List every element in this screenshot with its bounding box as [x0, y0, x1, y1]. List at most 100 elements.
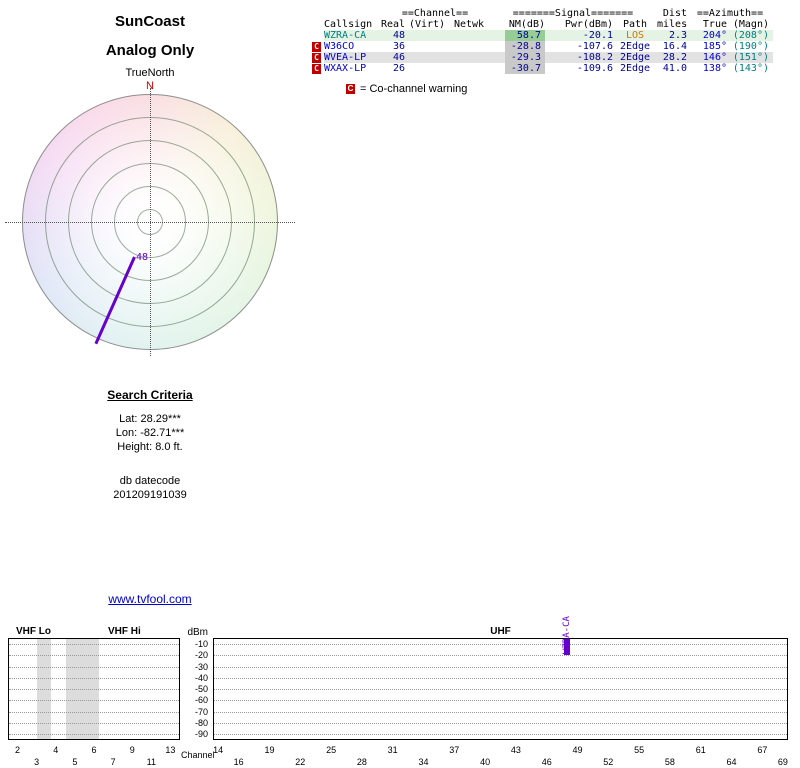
- gridline: [214, 644, 787, 645]
- miles-cell: 28.2: [662, 52, 687, 63]
- nm-cell: -29.3: [489, 52, 545, 63]
- row-cells: WZRA-CA 48 58.7 -20.1 LOS 2.3 204° (208°…: [324, 30, 773, 41]
- netwk-cell: [449, 30, 489, 41]
- search-criteria-heading: Search Criteria: [107, 388, 193, 402]
- virt-channel-cell: [405, 41, 449, 52]
- real-channel-cell: 26: [392, 63, 405, 74]
- tvfool-link[interactable]: www.tvfool.com: [108, 592, 192, 606]
- table-row: WZRA-CA 48 58.7 -20.1 LOS 2.3 204° (208°…: [312, 30, 773, 41]
- pwr-cell: -108.2: [576, 52, 613, 63]
- group-spacer: [312, 8, 381, 19]
- gridline: [214, 722, 787, 724]
- nm-value: 58.7: [505, 30, 545, 41]
- channel-tick-label: 11: [146, 757, 156, 767]
- polar-azimuth-plot: N 48: [0, 80, 300, 380]
- y-axis-unit-label: dBm: [187, 627, 208, 638]
- channel-tick-label: 37: [449, 745, 460, 755]
- virt-channel-cell: [405, 52, 449, 63]
- netwk-header: Netwk: [453, 19, 485, 30]
- gridline: [9, 700, 179, 702]
- callsign-cell: WZRA-CA: [324, 30, 367, 41]
- channel-tick-label: 43: [510, 745, 521, 755]
- group-header-channel: ==Channel==: [401, 8, 469, 19]
- gridline: [214, 666, 787, 668]
- group-header-dist: Dist: [662, 8, 687, 19]
- y-axis-tick-label: -20: [194, 650, 208, 661]
- row-cells: W36CO 36 -28.8 -107.6 2Edge 16.4 185° (1…: [324, 41, 773, 52]
- pwr-header: Pwr(dBm): [564, 19, 613, 30]
- y-axis-tick-label: -10: [194, 639, 208, 649]
- nm-value: -28.8: [505, 41, 545, 52]
- y-axis-tick-label: -70: [194, 706, 208, 717]
- co-channel-flag-badge: C: [312, 42, 321, 52]
- callsign-cell: WVEA-LP: [324, 52, 367, 63]
- flag-header: [312, 19, 324, 30]
- group-header-azimuth: ==Azimuth==: [696, 8, 764, 19]
- row-cells: WXAX-LP 26 -30.7 -109.6 2Edge 41.0 138° …: [324, 63, 773, 74]
- channel-tick-label: 55: [634, 745, 645, 755]
- virt-channel-cell: [405, 30, 449, 41]
- co-channel-flag-badge: C: [312, 64, 321, 74]
- y-axis-tick-label: -50: [194, 684, 208, 694]
- nm-header: NM(dB): [508, 19, 545, 30]
- gridline: [9, 689, 179, 690]
- x-axis-label: Channel: [181, 750, 215, 760]
- callsign-cell: W36CO: [324, 41, 355, 52]
- beam-channel-label: 48: [136, 252, 149, 263]
- search-criteria: Search Criteria Lat: 28.29*** Lon: -82.7…: [0, 388, 300, 502]
- spectrum-chart: VHF Lo VHF Hi dBm UHF Channel -10 -20 -30-…: [0, 600, 800, 768]
- table-row: C WXAX-LP 26 -30.7 -109.6 2Edge 41.0 138…: [312, 63, 773, 74]
- co-channel-flag: C: [312, 41, 324, 52]
- path-cell: 2Edge: [619, 63, 651, 74]
- channel-tick-label: 13: [165, 745, 176, 755]
- antenna-height-value: Height: 8.0 ft.: [117, 441, 183, 453]
- co-channel-flag: C: [312, 63, 324, 74]
- row-cells: WVEA-LP 46 -29.3 -108.2 2Edge 28.2 146° …: [324, 52, 773, 63]
- channel-tick-label: 46: [541, 757, 552, 767]
- gridline: [9, 666, 179, 668]
- vhf-lo-band-label: VHF Lo: [16, 626, 51, 637]
- group-header-signal: =======Signal=======: [512, 8, 634, 19]
- magn-header: (Magn): [732, 19, 769, 30]
- netwk-cell: [449, 41, 489, 52]
- channel-tick-label: 7: [110, 757, 116, 767]
- true-header: True: [702, 19, 727, 30]
- latitude-value: Lat: 28.29***: [119, 413, 181, 425]
- co-channel-flag: [312, 30, 324, 41]
- channel-tick-label: 64: [726, 757, 737, 767]
- gridline: [214, 711, 787, 713]
- channel-tick-label: 25: [326, 745, 337, 755]
- callsign-header: Callsign: [324, 19, 373, 30]
- nm-value: -30.7: [505, 63, 545, 74]
- channel-tick-label: 31: [387, 745, 398, 755]
- signal-bar: [564, 639, 571, 656]
- co-channel-flag-badge: C: [346, 84, 355, 94]
- vhf-hi-band-label: VHF Hi: [108, 626, 141, 637]
- callsign-cell: WXAX-LP: [324, 63, 367, 74]
- nm-cell: -28.8: [489, 41, 545, 52]
- true-azimuth-cell: 185°: [702, 41, 727, 52]
- channel-tick-label: 2: [15, 745, 21, 755]
- signal-table: ==Channel== =======Signal======= Dist ==…: [312, 8, 773, 74]
- spacer: [0, 454, 300, 474]
- channel-tick-label: 49: [572, 745, 583, 755]
- longitude-value: Lon: -82.71***: [115, 427, 185, 439]
- channel-tick-label: 4: [53, 745, 59, 755]
- nm-cell: 58.7: [489, 30, 545, 41]
- co-channel-legend-text: = Co-channel warning: [360, 83, 468, 95]
- gridline: [214, 689, 787, 690]
- channel-tick-label: 5: [72, 757, 78, 767]
- miles-cell: 2.3: [668, 30, 687, 41]
- co-channel-legend: C = Co-channel warning: [346, 83, 467, 95]
- gridline: [214, 734, 787, 735]
- magn-azimuth-cell: (190°): [732, 41, 769, 52]
- north-label: N: [146, 80, 154, 92]
- crosshair-vertical: [150, 88, 151, 356]
- site-link-wrap: www.tvfool.com: [0, 590, 300, 608]
- magn-azimuth-cell: (151°): [732, 52, 769, 63]
- pwr-cell: -107.6: [576, 41, 613, 52]
- table-group-header-row: ==Channel== =======Signal======= Dist ==…: [312, 8, 773, 19]
- miles-cell: 41.0: [662, 63, 687, 74]
- magn-azimuth-cell: (143°): [732, 63, 769, 74]
